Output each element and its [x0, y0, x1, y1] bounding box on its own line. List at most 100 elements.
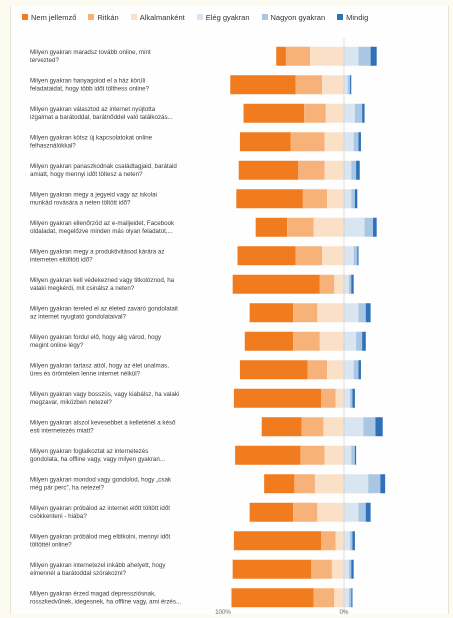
bar-segment: [357, 246, 359, 266]
bar-segment: [324, 445, 344, 465]
bar-segment: [344, 103, 355, 123]
question-label: interneten eltöltött idő?: [30, 256, 93, 263]
bar-segment: [354, 189, 358, 209]
bar-segment: [261, 417, 302, 437]
question-label: még pár percˮ, ha netezel?: [30, 484, 105, 491]
bar-segment: [313, 217, 344, 237]
bar-segment: [344, 46, 359, 66]
bar-segment: [243, 103, 305, 123]
bar-segment: [331, 559, 344, 579]
question-label: Milyen gyakran kötsz új kapcsolatokat on…: [30, 134, 153, 141]
bar-segment: [301, 417, 324, 437]
question-label: Milyen gyakran alszol kevesebbet a kelle…: [30, 419, 176, 426]
question-label: valaki megkérdi, mit csinálsz a neten?: [30, 285, 135, 292]
question-label: Milyen gyakran ellenőrzöd az e-mailjeide…: [30, 220, 175, 227]
bar-segment: [348, 588, 352, 608]
bar-segment: [353, 360, 359, 380]
bar-segment: [350, 388, 353, 408]
bar-segment: [347, 75, 351, 95]
bar-segment: [285, 46, 311, 66]
bar-segment: [344, 502, 359, 522]
bar-segment: [239, 132, 291, 152]
bar-segment: [307, 360, 328, 380]
bar-segment: [350, 531, 353, 551]
bar-segment: [354, 103, 363, 123]
bar-segment: [321, 531, 336, 551]
legend-item: Nem jellemző: [22, 13, 76, 22]
bar-segment: [351, 160, 357, 180]
question-label: oldaladat, megelőzve minden más olyan fe…: [30, 228, 173, 235]
bar-segment: [311, 559, 332, 579]
bar-segment: [335, 388, 344, 408]
bar-segment: [351, 189, 355, 209]
legend-swatch: [22, 14, 28, 20]
chart-legend: Nem jellemző Ritkán Alkalmanként Elég gyakr…: [22, 10, 442, 24]
bar-segment: [249, 502, 294, 522]
bar-segment: [354, 445, 357, 465]
bar-segment: [314, 474, 344, 494]
legend-item: Ritkán: [88, 12, 119, 22]
bar-segment: [233, 531, 322, 551]
bar-segment: [350, 75, 352, 95]
legend-item: Alkalmanként: [130, 13, 185, 22]
bar-segment: [298, 160, 325, 180]
legend-item: Elég gyakran: [196, 13, 250, 22]
question-label: felhasználókkal?: [30, 142, 76, 149]
bar-segment: [358, 132, 361, 152]
bar-segment: [358, 46, 371, 66]
question-label: Milyen gyakran hanyagolod el a ház körül…: [30, 77, 145, 84]
question-label: töltöttél online?: [30, 541, 72, 548]
question-label: megint online légy?: [30, 342, 84, 349]
bar-segment: [351, 588, 353, 608]
bar-segment: [317, 502, 344, 522]
bar-segment: [235, 445, 301, 465]
bar-segment: [300, 445, 325, 465]
legend-item: Nagyon gyakran: [261, 13, 325, 22]
bar-segment: [244, 331, 294, 351]
bar-segment: [344, 189, 352, 209]
bar-segment: [344, 531, 351, 551]
legend-label: Ritkán: [97, 12, 119, 22]
bar-segment: [324, 160, 344, 180]
bar-segment: [362, 331, 366, 351]
question-label: csökkenteni - hiába?: [30, 513, 87, 520]
question-label: Milyen gyakran próbálod az internet előt…: [30, 505, 170, 512]
bar-segment: [237, 246, 296, 266]
legend-label: Mindig: [346, 12, 369, 22]
question-label: feladataidat, hogy több időt tölthess on…: [30, 85, 150, 92]
bar-segment: [319, 331, 344, 351]
bar-segment: [293, 303, 318, 323]
question-label: Milyen gyakran megy a jegyeid vagy az is…: [30, 191, 157, 198]
bar-segment: [323, 417, 344, 437]
bar-segment: [293, 331, 320, 351]
bar-segment: [324, 132, 344, 152]
bar-segment: [287, 217, 314, 237]
bar-segment: [344, 445, 352, 465]
bar-segment: [351, 274, 354, 294]
bar-segment: [344, 217, 365, 237]
bar-segment: [348, 559, 352, 579]
bar-segment: [276, 46, 286, 66]
bar-segment: [236, 189, 303, 209]
bar-segment: [295, 246, 323, 266]
bar-segment: [344, 360, 354, 380]
question-label: Milyen gyakran foglalkoztat az internete…: [30, 448, 148, 455]
bar-segment: [368, 474, 381, 494]
question-label: Milyen gyakran érzed magad depressziósna…: [30, 590, 156, 597]
bar-segment: [322, 75, 344, 95]
question-label: gondolata, ha offline vagy, vagy milyen …: [30, 456, 165, 463]
question-label: az internet nyugtató gondolataival?: [30, 313, 127, 320]
bar-segment: [363, 417, 376, 437]
question-label: Milyen gyakran panaszkodnak családtagjai…: [30, 163, 177, 170]
bar-segment: [358, 303, 366, 323]
question-label: esti internetezés miatt?: [30, 427, 94, 434]
question-label: Milyen gyakran maradsz tovább online, mi…: [30, 49, 151, 56]
bar-segment: [294, 474, 315, 494]
bar-segment: [352, 531, 355, 551]
bar-segment: [348, 274, 352, 294]
bar-segment: [358, 502, 366, 522]
bar-segment: [334, 588, 344, 608]
bar-segment: [334, 274, 344, 294]
bar-segment: [230, 75, 296, 95]
bar-segment: [293, 502, 318, 522]
